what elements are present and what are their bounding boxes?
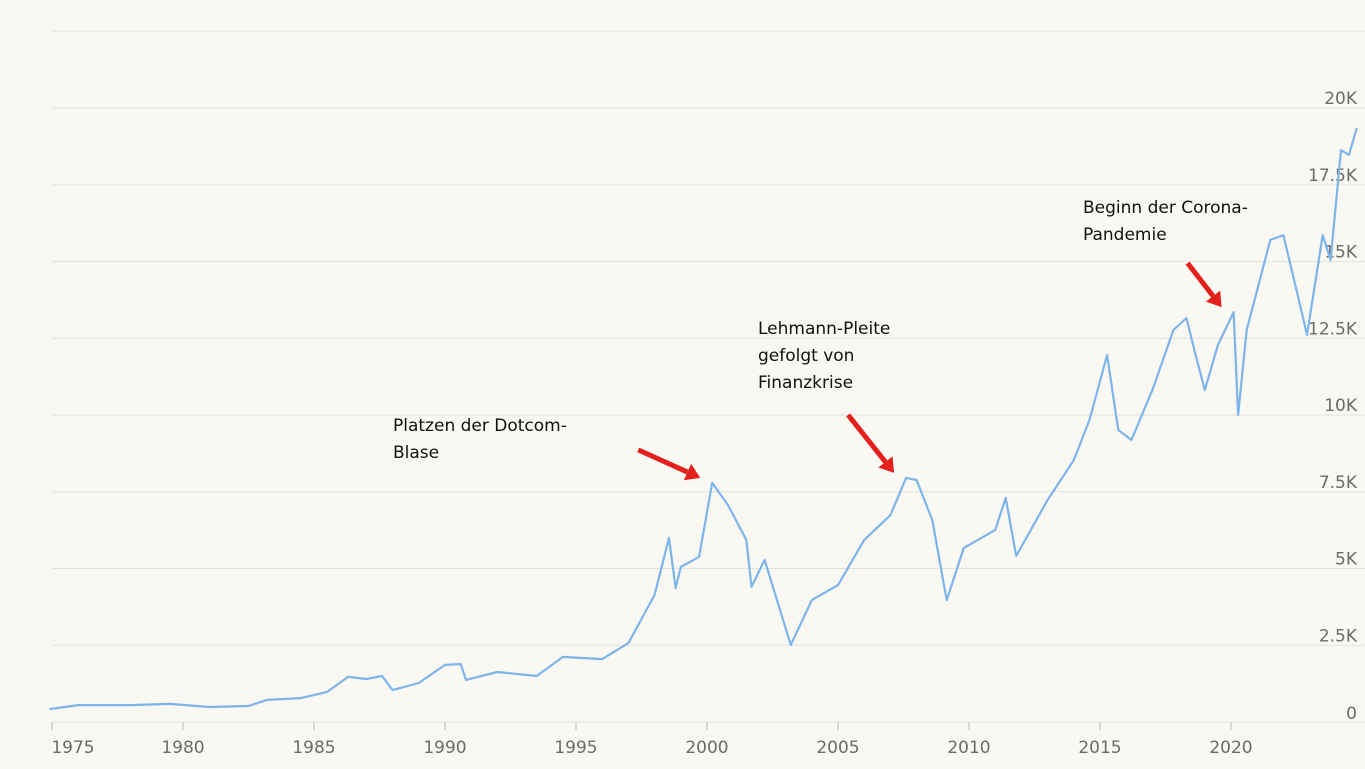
annotation-text: Pandemie: [1083, 225, 1167, 245]
x-tick-label: 1995: [554, 738, 597, 758]
x-tick-label: 2020: [1209, 738, 1252, 758]
annotations: Platzen der Dotcom- Blase Lehmann-Pleite ge…: [393, 198, 1248, 481]
x-tick-label: 1980: [161, 738, 204, 758]
y-tick-label: 0: [1346, 704, 1357, 724]
annotation: Lehmann-Pleite gefolgt von Finanzkrise: [758, 319, 895, 473]
y-tick-label: 20K: [1324, 89, 1358, 109]
arrow-icon: [1185, 261, 1216, 298]
x-tick-label: 1975: [51, 738, 94, 758]
y-tick-label: 12.5K: [1308, 319, 1358, 339]
y-tick-label: 10K: [1324, 396, 1358, 416]
y-tick-label: 5K: [1335, 550, 1358, 570]
x-tick-label: 1985: [292, 738, 335, 758]
x-tick-label: 2015: [1078, 738, 1121, 758]
x-tick-label: 2010: [947, 738, 990, 758]
arrow-icon: [846, 413, 888, 464]
annotation: Platzen der Dotcom- Blase: [393, 416, 701, 481]
arrow-head-icon: [683, 463, 701, 481]
grid-lines: [52, 30, 1365, 723]
y-tick-label: 2.5K: [1319, 626, 1358, 646]
annotation-text: gefolgt von: [758, 346, 854, 366]
y-tick-label: 17.5K: [1308, 166, 1358, 186]
annotation-text: Lehmann-Pleite: [758, 319, 890, 339]
series-line: [49, 127, 1358, 711]
annotation-text: Platzen der Dotcom-: [393, 416, 567, 436]
annotation: Beginn der Corona- Pandemie: [1083, 198, 1248, 308]
annotation-text: Blase: [393, 443, 439, 463]
arrow-icon: [637, 447, 689, 475]
arrow-head-icon: [1205, 290, 1222, 308]
y-tick-label: 7.5K: [1319, 473, 1358, 493]
annotation-text: Beginn der Corona-: [1083, 198, 1248, 218]
annotation-text: Finanzkrise: [758, 373, 853, 393]
arrow-head-icon: [878, 456, 895, 473]
x-tick-label: 2000: [685, 738, 728, 758]
x-tick-label: 1990: [423, 738, 466, 758]
x-axis: 1975 1980 1985 1990 1995 2000 2005 2010 2015 2020: [51, 722, 1253, 758]
x-tick-label: 2005: [816, 738, 859, 758]
